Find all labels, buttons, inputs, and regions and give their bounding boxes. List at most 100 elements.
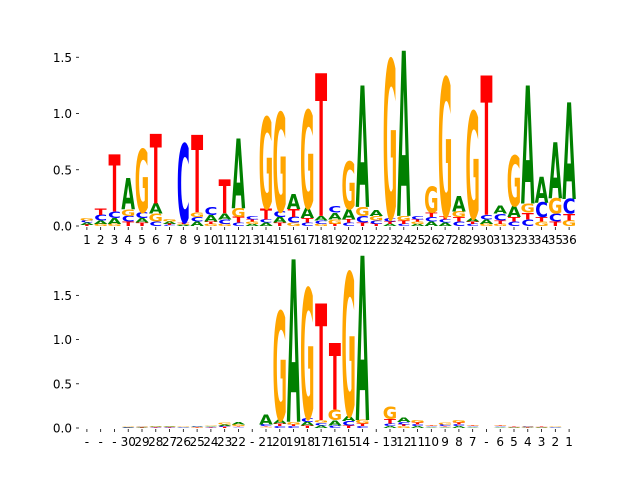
position-label: 34: [534, 233, 549, 247]
logo-letter-a: A: [273, 216, 287, 225]
logo-letter-g: G: [438, 422, 452, 425]
position-label: 7: [469, 435, 477, 449]
position-label: 16: [327, 435, 342, 449]
logo-letter-a: A: [549, 427, 563, 428]
logo-letter-c: C: [342, 420, 355, 427]
logo-letter-c: C: [397, 223, 410, 227]
logo-letter-a: A: [232, 120, 246, 231]
logo-letter-t: T: [549, 221, 561, 228]
logo-letter-c: C: [108, 210, 121, 221]
logo-letter-a: A: [287, 192, 301, 214]
logo-letter-t: T: [343, 219, 355, 224]
logo-letter-c: C: [136, 211, 149, 220]
logo-letter-g: G: [355, 419, 369, 425]
logo-letter-a: A: [218, 424, 232, 426]
logo-letter-c: C: [287, 426, 300, 429]
logo-letter-c: C: [287, 216, 300, 225]
position-label: 15: [272, 233, 287, 247]
logo-letter-t: T: [508, 216, 520, 223]
logo-letter-t: T: [205, 221, 218, 225]
logo-letter-a: A: [438, 222, 452, 227]
logo-letter-c: C: [122, 428, 135, 429]
logo-letter-a: A: [342, 415, 356, 423]
logo-letter-a: A: [535, 169, 549, 211]
logo-letter-t: T: [260, 205, 273, 223]
logo-panel-bottom: 0.00.51.01.5- - -CTAG30TACG29TCAG28CTAG27A…: [53, 211, 573, 475]
logo-letter-a: A: [369, 209, 383, 218]
logo-letter-t: T: [301, 425, 313, 429]
position-label: -: [374, 435, 378, 449]
logo-letter-c: C: [315, 422, 328, 426]
logo-letter-t: T: [329, 223, 342, 227]
logo-letter-c: C: [480, 214, 493, 221]
logo-letter-a: A: [425, 221, 440, 228]
position-label: 21: [355, 233, 370, 247]
position-label: 6: [152, 233, 160, 247]
logo-letter-c: C: [411, 424, 424, 427]
logo-letter-g: G: [217, 422, 231, 425]
logo-letter-t: T: [288, 207, 300, 220]
logo-letter-c: C: [177, 427, 190, 428]
logo-letter-t: T: [122, 427, 135, 428]
position-label: 11: [217, 233, 232, 247]
logo-letter-c: C: [549, 427, 562, 428]
position-label: 2: [552, 435, 560, 449]
position-label: 15: [341, 435, 356, 449]
logo-letter-t: T: [164, 427, 177, 428]
logo-letter-g: G: [93, 223, 107, 227]
logo-letter-a: A: [480, 219, 495, 226]
logo-letter-g: G: [217, 223, 231, 227]
logo-letter-t: T: [232, 216, 245, 225]
logo-letter-c: C: [80, 220, 93, 224]
logo-column: ACG: [176, 427, 191, 428]
logo-letter-t: T: [136, 428, 149, 429]
logo-letter-c: C: [384, 218, 397, 223]
logo-letter-g: G: [369, 215, 383, 222]
logo-letter-g: G: [534, 427, 548, 428]
logo-letter-a: A: [452, 426, 466, 429]
logo-letter-a: A: [177, 427, 191, 428]
logo-letter-g: G: [135, 132, 149, 233]
logo-letter-t: T: [246, 219, 259, 223]
logo-letter-a: A: [190, 221, 205, 228]
logo-letter-c: C: [439, 424, 452, 427]
logo-letter-g: G: [273, 284, 287, 457]
logo-letter-c: C: [521, 218, 534, 229]
logo-letter-t: T: [219, 173, 231, 226]
logo-letter-a: A: [562, 77, 576, 231]
logo-letter-a: A: [549, 128, 563, 218]
position-label: 30: [479, 233, 494, 247]
logo-letter-t: T: [329, 326, 341, 432]
position-label: 1: [565, 435, 573, 449]
logo-letter-c: C: [411, 215, 424, 220]
position-label: 19: [286, 435, 301, 449]
logo-letter-a: A: [135, 217, 150, 224]
logo-letter-g: G: [162, 425, 176, 426]
logo-letter-g: G: [80, 217, 94, 221]
logo-letter-g: G: [190, 212, 204, 219]
logo-letter-t: T: [108, 140, 120, 231]
logo-letter-c: C: [94, 214, 107, 223]
logo-letter-t: T: [219, 427, 232, 429]
logo-letter-a: A: [438, 427, 452, 428]
logo-letter-c: C: [439, 219, 452, 224]
position-label: 5: [138, 233, 146, 247]
logo-letter-t: T: [494, 424, 507, 425]
logo-letter-g: G: [383, 404, 397, 424]
logo-letter-g: G: [149, 426, 163, 427]
logo-letter-g: G: [231, 424, 245, 427]
logo-letter-g: G: [397, 215, 411, 222]
